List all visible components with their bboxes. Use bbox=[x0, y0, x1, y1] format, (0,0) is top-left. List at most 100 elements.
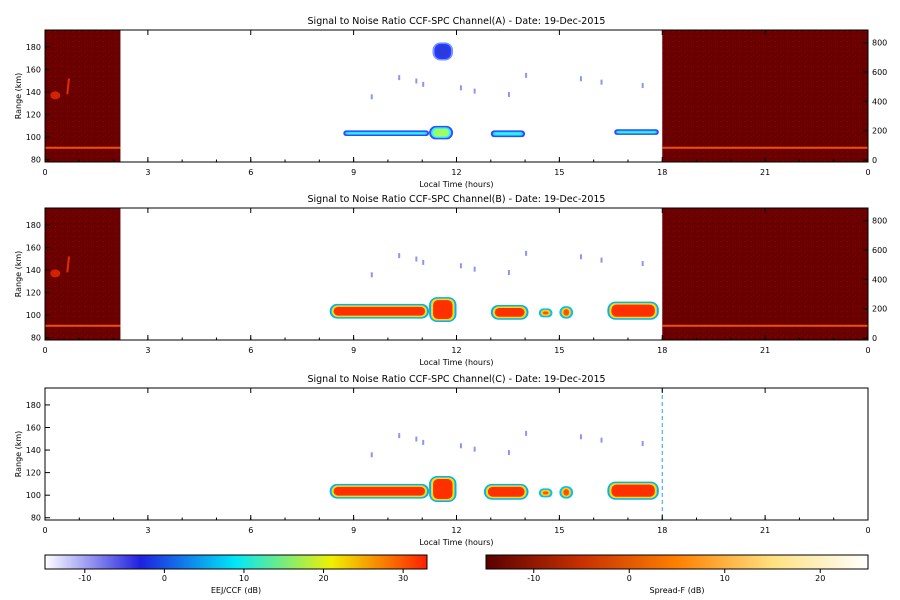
noise-speck bbox=[579, 254, 582, 260]
echo-region bbox=[607, 481, 659, 500]
noise-speck bbox=[473, 88, 476, 94]
y-tick-label: 160 bbox=[26, 423, 41, 432]
echo-core bbox=[333, 306, 426, 316]
spread-f-patch bbox=[50, 91, 61, 100]
noise-speck bbox=[398, 253, 401, 259]
y-tick-label: 180 bbox=[26, 221, 41, 230]
y2-tick-label: 0 bbox=[872, 156, 877, 165]
noise-speck bbox=[579, 76, 582, 82]
colorbar-label: Spread-F (dB) bbox=[649, 586, 704, 595]
chart-panel-a: 0 3 6 9 12 15 18 21 0801001201401601800200400600… bbox=[14, 16, 887, 189]
x-tick-label: 15 bbox=[554, 526, 564, 535]
chart-title: Signal to Noise Ratio CCF-SPC Channel(C)… bbox=[307, 374, 605, 385]
y2-tick-label: 400 bbox=[872, 275, 887, 284]
x-tick-label: 0 bbox=[865, 526, 870, 535]
x-tick-label: 9 bbox=[351, 346, 356, 355]
noise-speck bbox=[525, 430, 528, 436]
echo-core bbox=[433, 479, 453, 499]
chart-title: Signal to Noise Ratio CCF-SPC Channel(B)… bbox=[308, 194, 606, 205]
noise-speck bbox=[422, 439, 425, 445]
spread-f-block bbox=[662, 30, 868, 162]
noise-speck bbox=[415, 78, 418, 84]
y-tick-label: 180 bbox=[26, 43, 41, 52]
x-tick-label: 12 bbox=[451, 168, 461, 177]
echo-region bbox=[429, 297, 457, 322]
y-tick-label: 120 bbox=[26, 289, 41, 298]
noise-speck bbox=[459, 85, 462, 91]
colorbar-label: EEJ/CCF (dB) bbox=[211, 586, 261, 595]
noise-speck bbox=[641, 261, 644, 267]
colorbar-tick-label: 20 bbox=[815, 574, 825, 583]
echo-region bbox=[329, 483, 430, 499]
noise-speck bbox=[459, 443, 462, 449]
colorbar-tick-label: 0 bbox=[162, 574, 167, 583]
noise-speck bbox=[398, 433, 401, 439]
spread-f-block bbox=[45, 208, 121, 340]
echo-core bbox=[333, 486, 426, 496]
colorbar-tick-label: 30 bbox=[398, 574, 408, 583]
noise-speck bbox=[600, 437, 603, 443]
noise-speck bbox=[525, 72, 528, 78]
echo-core bbox=[542, 311, 549, 315]
echo-region bbox=[607, 301, 659, 320]
noise-speck bbox=[507, 450, 510, 456]
echo-core bbox=[487, 486, 525, 497]
y-axis-label: Range (km) bbox=[14, 431, 23, 478]
x-tick-label: 0 bbox=[42, 526, 47, 535]
spread-f-streak bbox=[662, 146, 868, 149]
x-tick-label: 6 bbox=[248, 346, 253, 355]
x-tick-label: 15 bbox=[554, 168, 564, 177]
spread-f-streak bbox=[662, 324, 868, 327]
plot-area bbox=[45, 388, 868, 520]
noise-speck bbox=[641, 441, 644, 447]
spread-f-region bbox=[662, 30, 868, 162]
colorbar-eej: -10 0 10 20 30 EEJ/CCF (dB) bbox=[44, 554, 428, 595]
y-tick-label: 100 bbox=[26, 491, 41, 500]
noise-speck bbox=[370, 452, 373, 458]
noise-speck bbox=[641, 83, 644, 89]
y-tick-label: 140 bbox=[26, 88, 41, 97]
x-tick-label: 12 bbox=[451, 346, 461, 355]
chart-panel-b: 0 3 6 9 12 15 18 21 0801001201401601800200400600… bbox=[14, 194, 887, 367]
noise-speck bbox=[600, 257, 603, 263]
x-tick-label: 0 bbox=[865, 346, 870, 355]
x-tick-label: 15 bbox=[554, 346, 564, 355]
noise-speck bbox=[473, 266, 476, 272]
chart-title: Signal to Noise Ratio CCF-SPC Channel(A)… bbox=[308, 16, 606, 27]
x-tick-label: 0 bbox=[42, 168, 47, 177]
noise-speck bbox=[579, 434, 582, 440]
y2-tick-label: 600 bbox=[872, 68, 887, 77]
x-tick-label: 21 bbox=[760, 346, 770, 355]
x-tick-label: 9 bbox=[351, 526, 356, 535]
x-tick-label: 21 bbox=[760, 168, 770, 177]
noise-speck bbox=[525, 250, 528, 256]
y-tick-label: 80 bbox=[31, 514, 41, 523]
echo-core bbox=[542, 491, 549, 495]
y-tick-label: 140 bbox=[26, 266, 41, 275]
noise-speck bbox=[415, 436, 418, 442]
y-tick-label: 80 bbox=[31, 334, 41, 343]
x-tick-label: 18 bbox=[657, 526, 667, 535]
x-tick-label: 12 bbox=[451, 526, 461, 535]
x-tick-label: 6 bbox=[248, 526, 253, 535]
y-tick-label: 100 bbox=[26, 133, 41, 142]
x-tick-label: 18 bbox=[657, 168, 667, 177]
echo-core bbox=[347, 133, 426, 135]
y-tick-label: 140 bbox=[26, 446, 41, 455]
x-tick-label: 3 bbox=[145, 346, 150, 355]
x-tick-label: 0 bbox=[42, 346, 47, 355]
colorbar-spread-f: -10 0 10 20 Spread-F (dB) bbox=[485, 554, 869, 595]
x-tick-label: 9 bbox=[351, 168, 356, 177]
y-tick-label: 160 bbox=[26, 243, 41, 252]
y-tick-label: 120 bbox=[26, 469, 41, 478]
y-axis-label: Range (km) bbox=[14, 73, 23, 120]
echo-core bbox=[494, 308, 525, 317]
echo-core bbox=[563, 489, 570, 496]
y-tick-label: 120 bbox=[26, 111, 41, 120]
chart-panels: 0 3 6 9 12 15 18 21 0801001201401601800200400600… bbox=[14, 16, 887, 547]
noise-speck bbox=[422, 259, 425, 265]
colorbars: -10 0 10 20 30 EEJ/CCF (dB) -10 0 10 20 Spread-F (… bbox=[44, 554, 869, 595]
spread-f-block bbox=[45, 30, 121, 162]
y-axis-label: Range (km) bbox=[14, 251, 23, 298]
